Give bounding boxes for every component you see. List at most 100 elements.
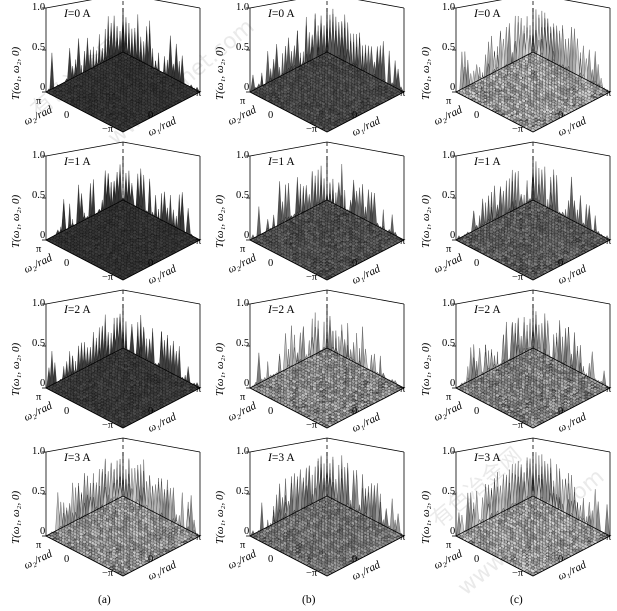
w2-tick-0: 0	[474, 258, 480, 269]
surface-mesh	[455, 9, 611, 133]
z-tick-05: 0.5	[236, 338, 250, 349]
w2-tick-0: 0	[268, 258, 274, 269]
z-tick-05: 0.5	[32, 190, 46, 201]
w1-tick-pi: π	[606, 384, 612, 395]
current-label: I=2 A	[474, 304, 501, 316]
surface-panel-c-row-3: T(ω₁, ω₂, 0) 1.0 0.5 0 π 0 −π 0 π ω₂/rad…	[418, 289, 617, 444]
w1-tick-0: 0	[558, 554, 564, 565]
axes-frame	[42, 289, 201, 429]
axes-frame	[246, 0, 405, 133]
current-symbol: I	[64, 156, 68, 168]
w2-tick-pi: π	[240, 540, 246, 551]
z-tick-05: 0.5	[32, 42, 46, 53]
z-tick-05: 0.5	[442, 42, 456, 53]
current-label: I=1 A	[64, 156, 91, 168]
z-tick-0: 0	[450, 526, 456, 537]
axes-frame	[452, 437, 611, 577]
surface-plot	[452, 141, 611, 281]
w2-tick-minus-pi: −π	[306, 420, 318, 431]
w2-tick-pi: π	[240, 392, 246, 403]
w2-tick-minus-pi: −π	[306, 272, 318, 283]
z-tick-1: 1.0	[236, 298, 250, 309]
surface-panel-c-row-2: T(ω₁, ω₂, 0) 1.0 0.5 0 π 0 −π 0 π ω₂/rad…	[418, 141, 617, 296]
surface-panel-c-row-1: T(ω₁, ω₂, 0) 1.0 0.5 0 π 0 −π 0 π ω₂/rad…	[418, 0, 617, 148]
current-value: =3 A	[477, 452, 501, 464]
z-axis-label: T(ω₁, ω₂, 0)	[10, 342, 22, 396]
current-label: I=2 A	[64, 304, 91, 316]
surface-panel-b-row-1: T(ω₁, ω₂, 0) 1.0 0.5 0 π 0 −π 0 π ω₂/rad…	[212, 0, 417, 148]
z-axis-label: T(ω₁, ω₂, 0)	[420, 342, 432, 396]
z-tick-0: 0	[450, 230, 456, 241]
current-symbol: I	[268, 8, 272, 20]
w2-tick-0: 0	[268, 406, 274, 417]
z-axis-label: T(ω₁, ω₂, 0)	[10, 46, 22, 100]
z-tick-05: 0.5	[32, 486, 46, 497]
axes-frame	[452, 141, 611, 281]
w1-tick-pi: π	[196, 384, 202, 395]
caption-c: (c)	[510, 594, 523, 606]
z-tick-0: 0	[40, 378, 46, 389]
w2-tick-minus-pi: −π	[306, 568, 318, 579]
z-axis-label: T(ω₁, ω₂, 0)	[420, 46, 432, 100]
surface-plot	[452, 0, 611, 133]
z-tick-05: 0.5	[442, 486, 456, 497]
w2-tick-minus-pi: −π	[102, 568, 114, 579]
z-axis-label: T(ω₁, ω₂, 0)	[420, 490, 432, 544]
z-tick-1: 1.0	[442, 150, 456, 161]
current-label: I=0 A	[268, 8, 295, 20]
w2-tick-0: 0	[474, 554, 480, 565]
current-value: =1 A	[271, 156, 295, 168]
w1-tick-0: 0	[148, 554, 154, 565]
current-symbol: I	[474, 156, 478, 168]
w1-tick-pi: π	[400, 88, 406, 99]
z-tick-1: 1.0	[236, 446, 250, 457]
w2-tick-minus-pi: −π	[512, 272, 524, 283]
z-tick-0: 0	[244, 230, 250, 241]
surface-panel-b-row-3: T(ω₁, ω₂, 0) 1.0 0.5 0 π 0 −π 0 π ω₂/rad…	[212, 289, 417, 444]
z-axis-label: T(ω₁, ω₂, 0)	[214, 46, 226, 100]
w1-tick-pi: π	[400, 532, 406, 543]
z-axis-label: T(ω₁, ω₂, 0)	[214, 490, 226, 544]
w2-tick-0: 0	[64, 406, 70, 417]
caption-b: (b)	[302, 594, 316, 606]
w2-tick-minus-pi: −π	[512, 568, 524, 579]
z-axis-label: T(ω₁, ω₂, 0)	[10, 490, 22, 544]
z-tick-05: 0.5	[236, 42, 250, 53]
z-tick-05: 0.5	[236, 486, 250, 497]
w2-tick-pi: π	[446, 96, 452, 107]
current-value: =2 A	[477, 304, 501, 316]
z-axis-label: T(ω₁, ω₂, 0)	[214, 194, 226, 248]
current-label: I=1 A	[268, 156, 295, 168]
z-tick-1: 1.0	[442, 446, 456, 457]
axes-frame	[42, 0, 201, 133]
current-symbol: I	[64, 304, 68, 316]
z-tick-0: 0	[450, 378, 456, 389]
surface-panel-a-row-2: T(ω₁, ω₂, 0) 1.0 0.5 0 π 0 −π 0 π ω₂/rad…	[8, 141, 213, 296]
axes-frame	[452, 0, 611, 133]
z-tick-0: 0	[40, 230, 46, 241]
w2-tick-pi: π	[36, 392, 42, 403]
w2-tick-pi: π	[36, 540, 42, 551]
surface-panel-c-row-4: T(ω₁, ω₂, 0) 1.0 0.5 0 π 0 −π 0 π ω₂/rad…	[418, 437, 617, 592]
w2-tick-minus-pi: −π	[512, 124, 524, 135]
w1-tick-0: 0	[558, 110, 564, 121]
current-symbol: I	[268, 452, 272, 464]
w2-tick-pi: π	[446, 244, 452, 255]
current-symbol: I	[64, 452, 68, 464]
surface-plot	[246, 437, 405, 577]
z-axis-label: T(ω₁, ω₂, 0)	[420, 194, 432, 248]
z-axis-label: T(ω₁, ω₂, 0)	[214, 342, 226, 396]
w2-tick-minus-pi: −π	[102, 124, 114, 135]
axes-frame	[42, 437, 201, 577]
z-tick-0: 0	[244, 378, 250, 389]
current-label: I=0 A	[64, 8, 91, 20]
axes-frame	[42, 141, 201, 281]
w2-tick-0: 0	[474, 110, 480, 121]
current-symbol: I	[474, 304, 478, 316]
w1-tick-pi: π	[606, 88, 612, 99]
w1-tick-pi: π	[196, 88, 202, 99]
w2-tick-0: 0	[268, 554, 274, 565]
surface-plot	[42, 289, 201, 429]
surface-plot	[42, 437, 201, 577]
